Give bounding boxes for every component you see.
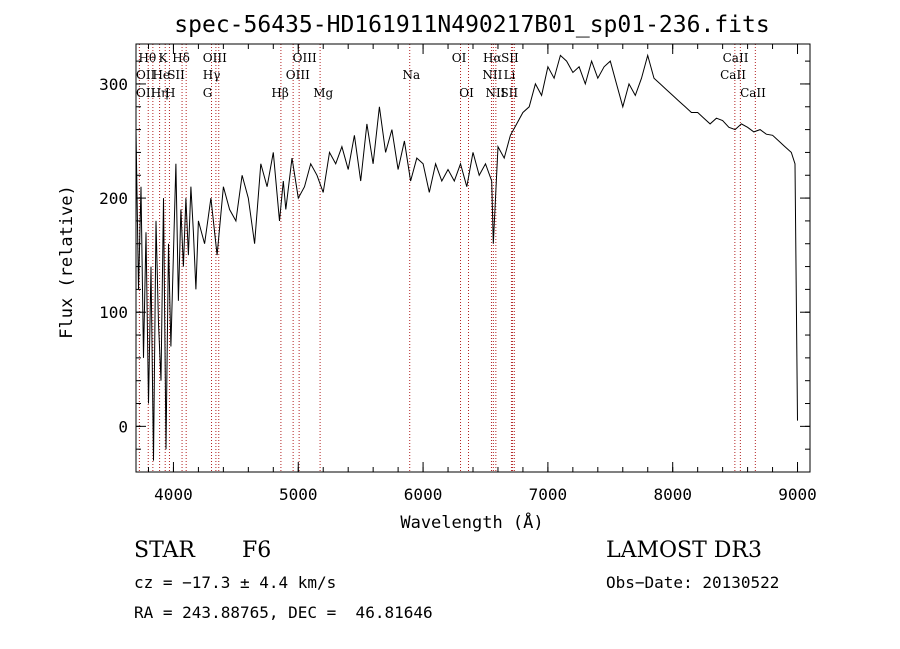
line-label: Hβ — [271, 86, 288, 100]
survey-label: LAMOST DR3 — [606, 538, 762, 563]
line-label: NII — [482, 68, 502, 82]
line-label: H — [165, 86, 175, 100]
line-label: NII — [485, 86, 505, 100]
line-label: Li — [504, 68, 516, 82]
class-label: STAR — [134, 538, 195, 563]
plot-frame — [135, 43, 811, 473]
line-label: He — [152, 68, 170, 82]
line-label: Hα — [483, 51, 502, 65]
line-label: OII — [136, 68, 156, 82]
y-tick-label: 0 — [118, 417, 128, 436]
y-tick-label: 100 — [99, 303, 128, 322]
line-label: Hη — [151, 86, 169, 100]
line-label: Mg — [313, 86, 333, 100]
y-tick-label: 200 — [99, 189, 128, 208]
redshift-text: cz = −17.3 ± 4.4 km/s — [134, 573, 337, 592]
obs-date-text: Obs−Date: 20130522 — [606, 573, 780, 592]
line-label: CaII — [720, 68, 746, 82]
coordinates-text: RA = 243.88765, DEC = 46.81646 — [134, 603, 433, 622]
y-tick-label: 300 — [99, 75, 128, 94]
line-label: K — [158, 51, 168, 65]
x-axis-label: Wavelength (Å) — [400, 511, 543, 533]
line-label: G — [203, 86, 213, 100]
spectrum-line — [135, 53, 798, 461]
x-tick-label: 8000 — [653, 485, 692, 504]
emission-line-markers — [138, 44, 756, 472]
chart-title: spec-56435-HD161911N490217B01_sp01-236.f… — [174, 12, 769, 38]
line-label: Na — [402, 68, 420, 82]
x-tick-label: 5000 — [279, 485, 318, 504]
line-label: SII — [500, 86, 518, 100]
line-label: OII — [136, 86, 156, 100]
line-label: CaII — [723, 51, 749, 65]
line-label: CaII — [740, 86, 766, 100]
line-label: OIII — [293, 51, 317, 65]
line-label: OIII — [286, 68, 310, 82]
line-label: SII — [501, 51, 519, 65]
x-tick-label: 7000 — [529, 485, 568, 504]
x-tick-label: 6000 — [404, 485, 443, 504]
subclass-label: F6 — [242, 538, 272, 563]
line-label: Hγ — [203, 68, 221, 82]
line-label: OIII — [203, 51, 227, 65]
x-axis: 4000 5000 6000 7000 8000 9000 — [147, 44, 817, 504]
line-label: OI — [459, 86, 474, 100]
line-label: Hδ — [172, 51, 190, 65]
y-axis: 0 100 200 300 — [99, 60, 810, 473]
line-label: Hθ — [138, 51, 156, 65]
line-label: OI — [452, 51, 467, 65]
x-tick-label: 9000 — [778, 485, 817, 504]
y-axis-label: Flux (relative) — [57, 185, 77, 339]
line-label: SII — [167, 68, 185, 82]
x-tick-label: 4000 — [154, 485, 193, 504]
